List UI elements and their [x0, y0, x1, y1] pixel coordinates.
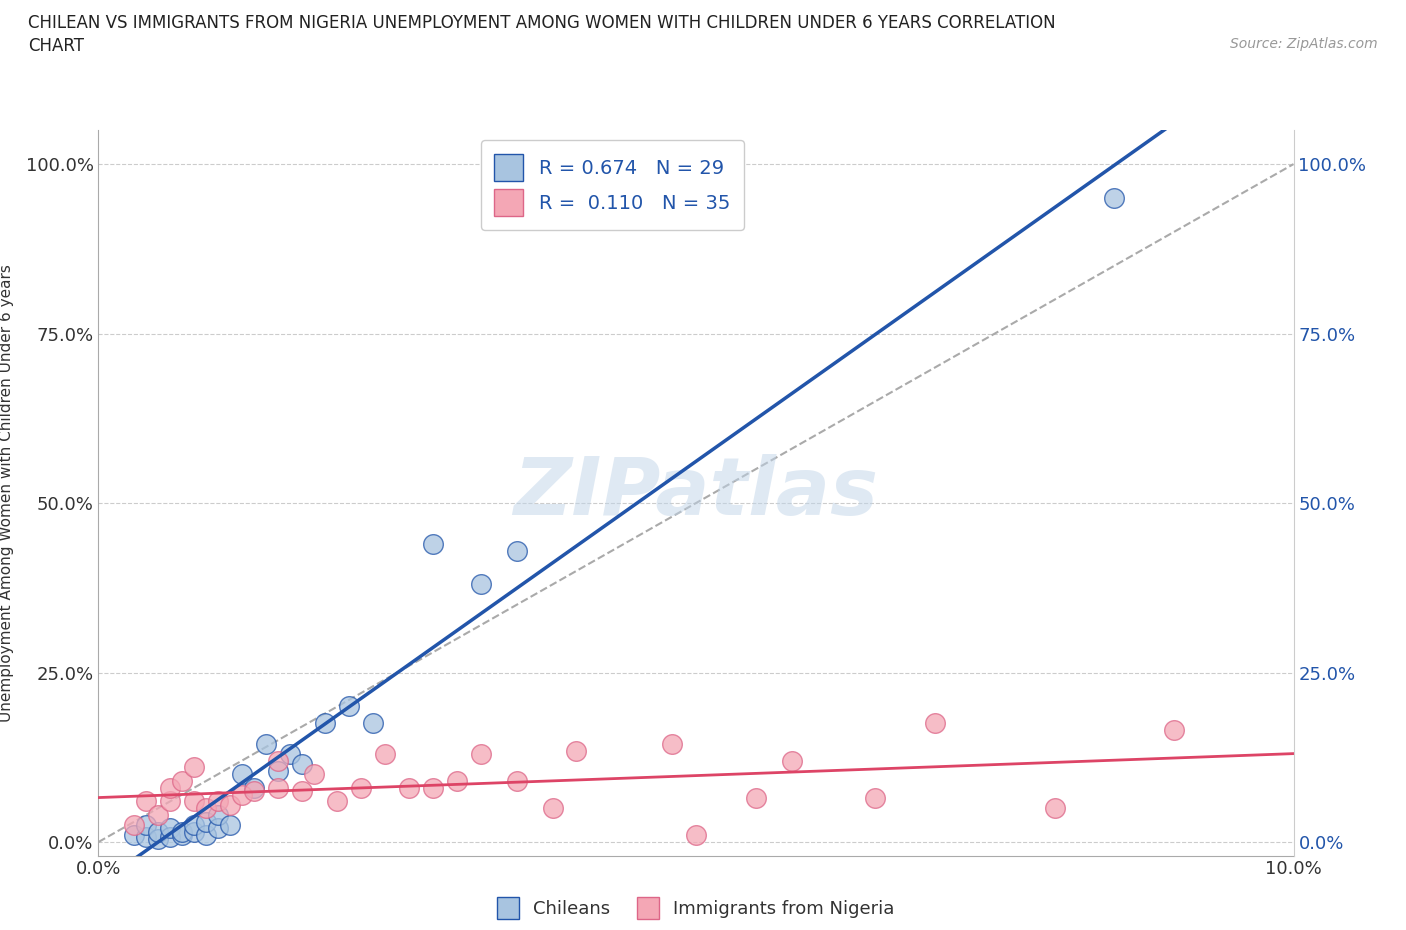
Point [291, 757, 314, 772]
Point [183, 760, 205, 775]
Point [422, 780, 444, 795]
Point [470, 577, 492, 591]
Point [243, 784, 266, 799]
Point [195, 815, 218, 830]
Text: CHILEAN VS IMMIGRANTS FROM NIGERIA UNEMPLOYMENT AMONG WOMEN WITH CHILDREN UNDER : CHILEAN VS IMMIGRANTS FROM NIGERIA UNEMP… [28, 14, 1056, 32]
Point [374, 747, 396, 762]
Point [924, 716, 946, 731]
Point [243, 780, 266, 795]
Point [172, 774, 194, 789]
Point [1104, 191, 1126, 206]
Point [446, 774, 468, 789]
Point [565, 743, 588, 758]
Point [219, 797, 242, 812]
Point [231, 787, 253, 802]
Point [865, 790, 887, 805]
Point [302, 767, 325, 782]
Point [183, 824, 205, 839]
Point [745, 790, 768, 805]
Point [326, 794, 349, 809]
Point [267, 780, 290, 795]
Text: CHART: CHART [28, 37, 84, 55]
Point [350, 780, 373, 795]
Point [1163, 723, 1185, 737]
Point [159, 794, 181, 809]
Point [398, 780, 420, 795]
Point [195, 801, 218, 816]
Point [148, 831, 170, 846]
Point [506, 543, 529, 558]
Point [172, 824, 194, 839]
Point [363, 716, 385, 731]
Point [470, 747, 492, 762]
Point [685, 828, 707, 843]
Point [207, 794, 229, 809]
Point [1043, 801, 1066, 816]
Point [135, 794, 157, 809]
Point [780, 753, 803, 768]
Point [541, 801, 564, 816]
Point [183, 794, 205, 809]
Point [219, 817, 242, 832]
Point [135, 830, 157, 844]
Point [506, 774, 529, 789]
Point [207, 807, 229, 822]
Point [661, 737, 683, 751]
Point [231, 767, 253, 782]
Point [315, 716, 337, 731]
Point [254, 737, 277, 751]
Point [124, 817, 146, 832]
Point [291, 784, 314, 799]
Point [195, 828, 218, 843]
Legend: Chileans, Immigrants from Nigeria: Chileans, Immigrants from Nigeria [489, 890, 903, 926]
Y-axis label: Unemployment Among Women with Children Under 6 years: Unemployment Among Women with Children U… [0, 264, 14, 722]
Point [267, 764, 290, 778]
Point [159, 821, 181, 836]
Point [278, 747, 301, 762]
Point [207, 821, 229, 836]
Text: Source: ZipAtlas.com: Source: ZipAtlas.com [1230, 37, 1378, 51]
Point [135, 817, 157, 832]
Point [172, 828, 194, 843]
Point [267, 753, 290, 768]
Point [339, 699, 360, 714]
Point [148, 807, 170, 822]
Point [148, 824, 170, 839]
Point [422, 537, 444, 551]
Point [159, 830, 181, 844]
Point [183, 817, 205, 832]
Point [124, 828, 146, 843]
Text: ZIPatlas: ZIPatlas [513, 454, 879, 532]
Point [159, 780, 181, 795]
